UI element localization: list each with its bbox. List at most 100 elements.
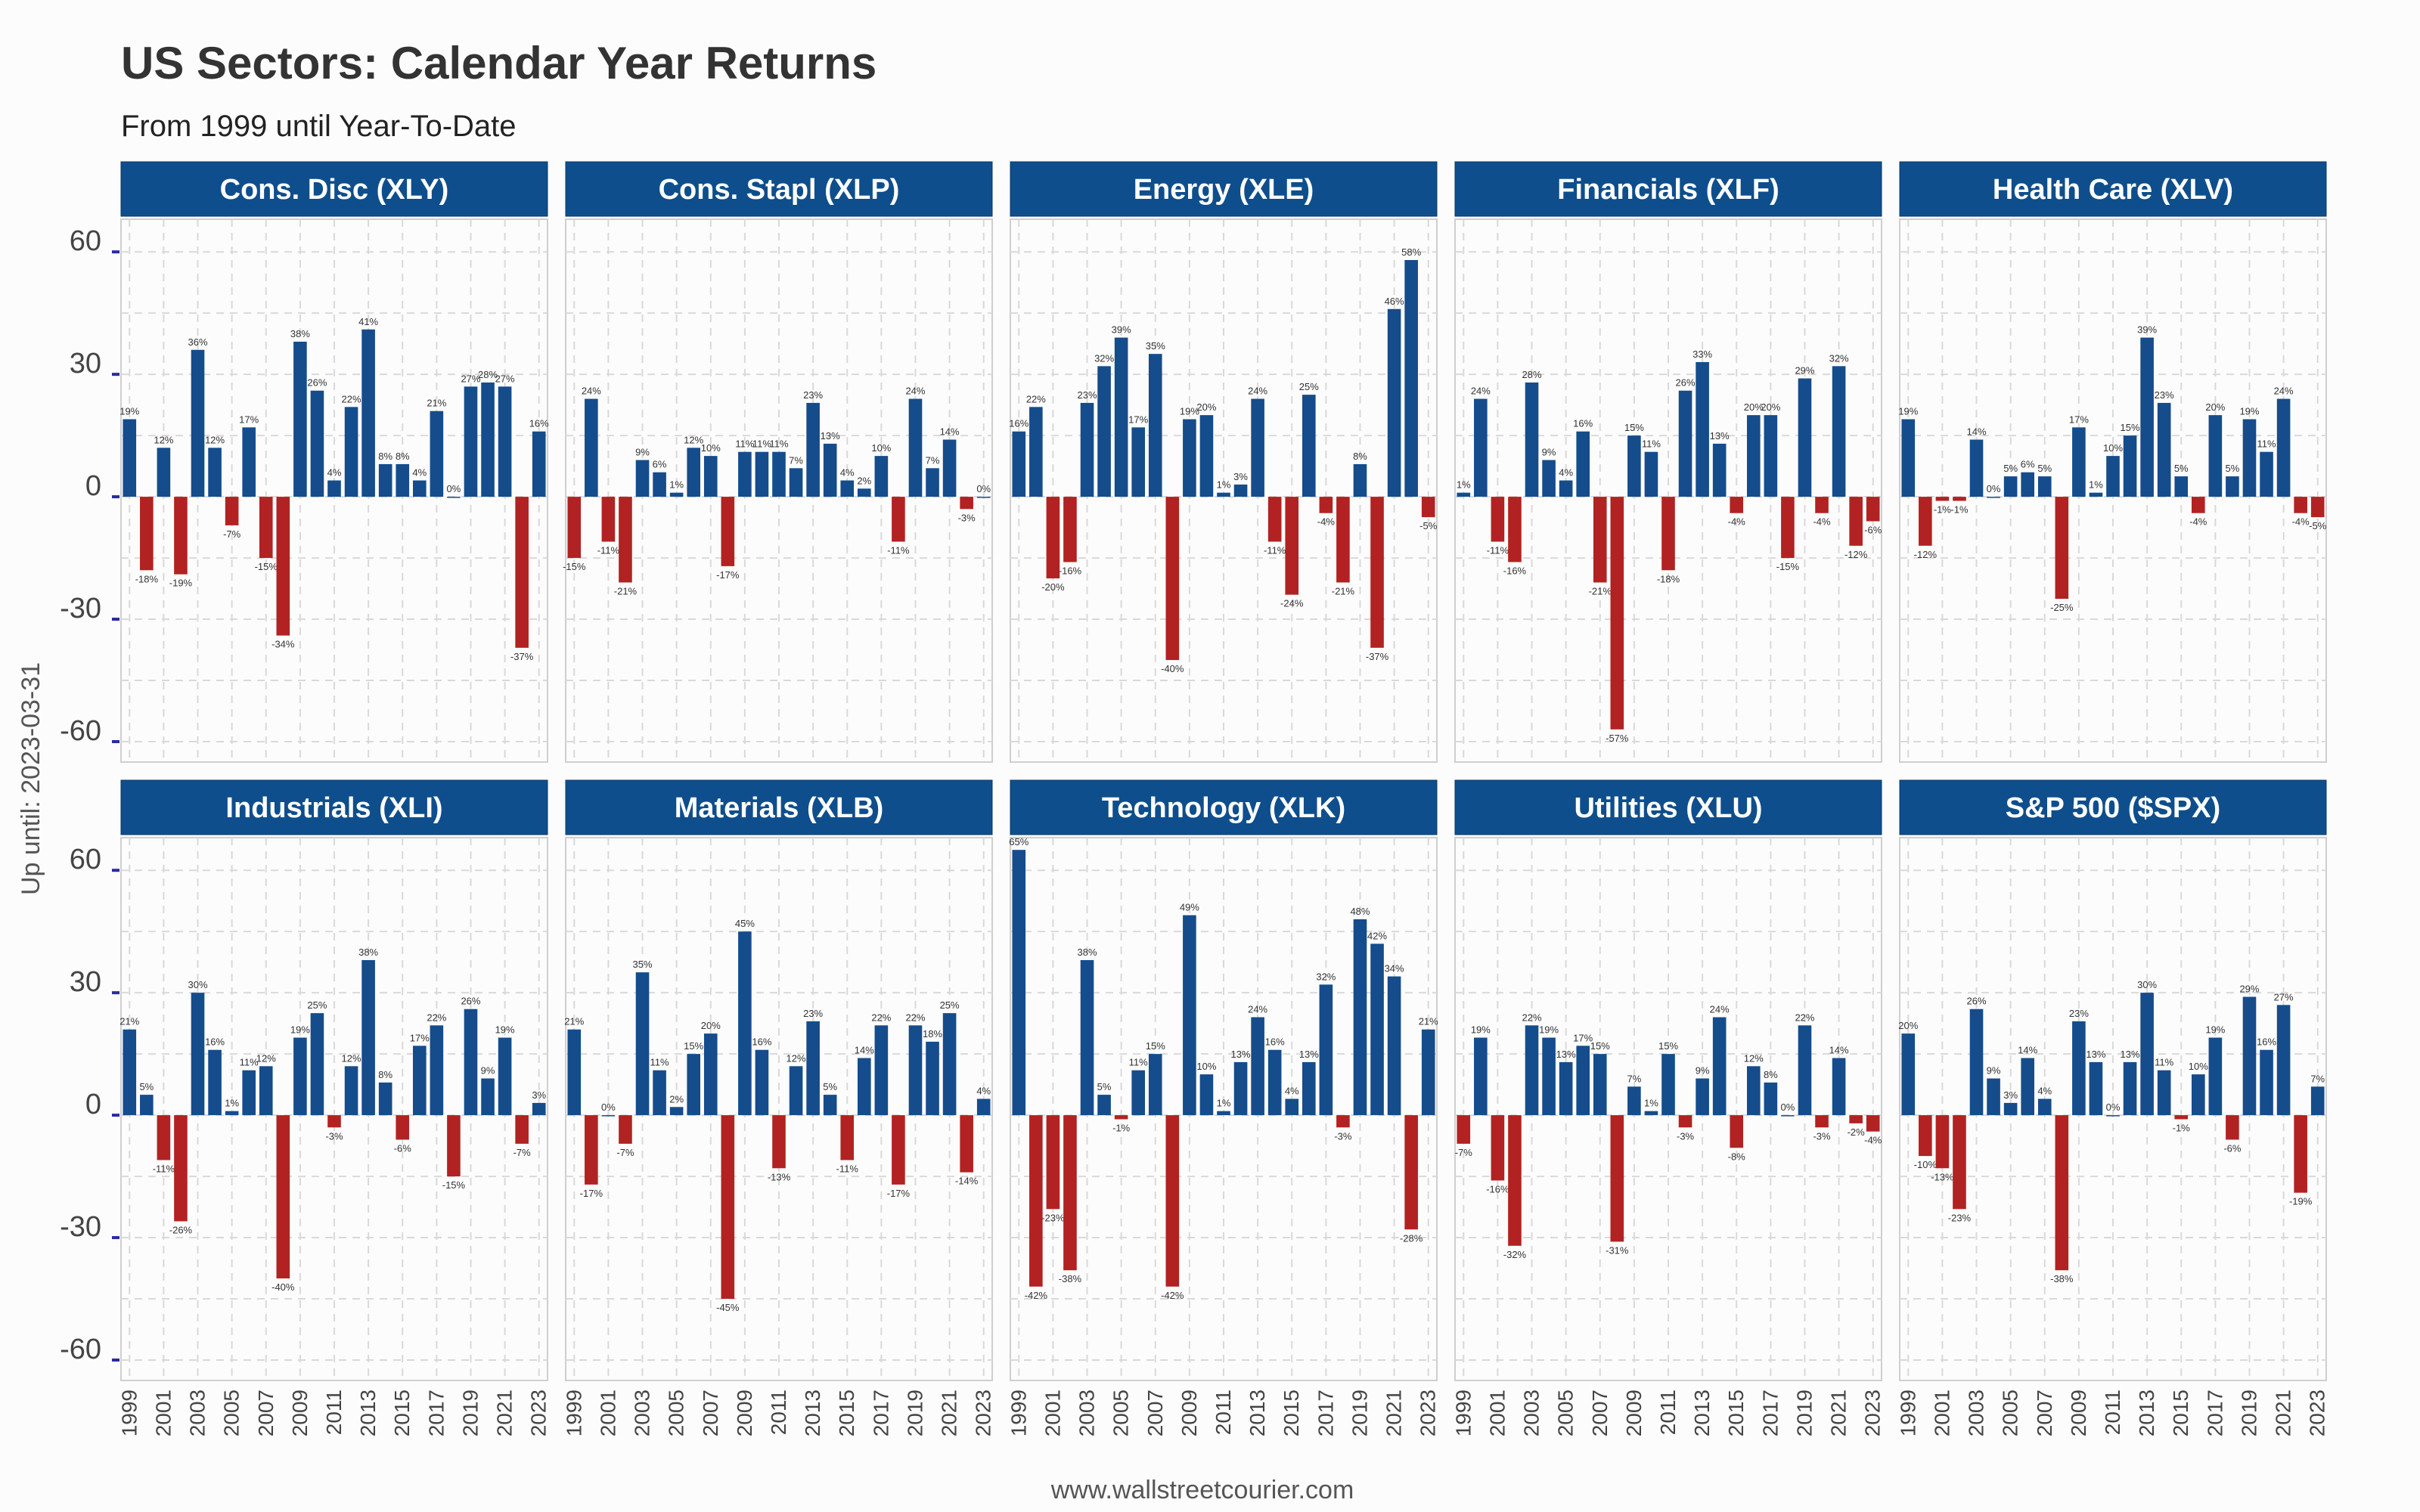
bar: [1285, 497, 1299, 595]
bar: [635, 460, 650, 497]
bar: [1542, 460, 1556, 497]
x-tick-label: 2023: [1861, 1390, 1885, 1436]
x-tick-label: 2021: [1827, 1390, 1851, 1436]
bar: [430, 411, 444, 497]
x-tick-label: 2009: [288, 1390, 312, 1436]
bar: [772, 451, 786, 497]
x-tick-label: 2015: [1724, 1390, 1748, 1436]
data-label: -21%: [1332, 585, 1355, 596]
data-label: 33%: [1692, 349, 1712, 360]
data-label: 19%: [2205, 1024, 2225, 1036]
data-label: 5%: [139, 1081, 154, 1092]
data-label: -4%: [1317, 516, 1336, 528]
data-label: 19%: [1471, 1024, 1491, 1036]
data-label: -3%: [958, 512, 976, 523]
data-label: 22%: [1795, 1012, 1814, 1023]
data-label: 20%: [1761, 401, 1780, 413]
data-label: -18%: [135, 573, 159, 584]
data-label: -10%: [1914, 1159, 1938, 1170]
bar: [1987, 1078, 2000, 1116]
data-label: 11%: [650, 1057, 669, 1068]
data-label: 1%: [1457, 479, 1471, 491]
data-label: 48%: [1350, 906, 1370, 917]
data-label: 11%: [769, 438, 788, 450]
data-label: 4%: [1559, 467, 1573, 479]
y-tick-label: -30: [60, 593, 101, 624]
bar: [1370, 497, 1384, 648]
bar: [755, 451, 769, 497]
bar: [1559, 1061, 1573, 1116]
data-label: 21%: [1419, 1016, 1438, 1027]
bar: [2003, 476, 2018, 497]
bar: [498, 386, 512, 497]
bar: [2037, 1098, 2052, 1116]
bar: [1336, 497, 1350, 583]
bar: [755, 1049, 769, 1116]
data-label: 23%: [2069, 1008, 2089, 1019]
bar: [2021, 472, 2034, 497]
data-label: 5%: [823, 1081, 837, 1092]
bar: [1919, 1115, 1932, 1157]
bar: [2106, 456, 2120, 497]
data-label: -15%: [563, 561, 586, 572]
bar: [823, 443, 837, 497]
x-tick-label: 2011: [1212, 1390, 1235, 1435]
y-tick-label: -60: [60, 1334, 101, 1365]
bar: [1849, 497, 1863, 546]
bar: [2037, 476, 2052, 497]
bar: [1696, 1078, 1709, 1116]
bar: [1457, 1115, 1471, 1144]
x-tick-label: 2009: [1177, 1390, 1201, 1436]
data-label: 38%: [358, 947, 378, 958]
bar: [1251, 1017, 1264, 1116]
x-tick-label: 2003: [1520, 1390, 1544, 1436]
data-label: 15%: [2121, 422, 2140, 433]
data-label: 5%: [1097, 1081, 1112, 1092]
data-label: -24%: [1280, 598, 1304, 609]
data-label: 3%: [2003, 1089, 2018, 1101]
bar: [191, 993, 205, 1116]
bar: [1131, 427, 1145, 497]
bar: [464, 1009, 478, 1116]
data-label: 10%: [701, 442, 721, 454]
bar: [1764, 415, 1778, 497]
x-tick-label: 2003: [186, 1390, 209, 1436]
bar: [515, 497, 529, 648]
bar: [242, 1070, 256, 1116]
bar: [892, 1115, 905, 1185]
x-tick-label: 2013: [1246, 1390, 1269, 1436]
bar: [721, 497, 735, 566]
x-tick-label: 2007: [1588, 1390, 1612, 1436]
bar: [585, 1115, 598, 1185]
data-label: -11%: [887, 544, 910, 556]
data-label: 11%: [1642, 438, 1661, 450]
bar: [1148, 354, 1162, 497]
x-tick-label: 2013: [1690, 1390, 1714, 1436]
bar: [1457, 492, 1471, 497]
bar: [1747, 1066, 1761, 1116]
facet-title: Utilities (XLU): [1574, 792, 1762, 824]
data-label: -38%: [1059, 1273, 1082, 1284]
bar: [1901, 1033, 1916, 1116]
data-label: -3%: [325, 1130, 343, 1142]
x-tick-label: 2011: [767, 1390, 790, 1435]
bar: [293, 1037, 307, 1116]
bar: [1302, 395, 1316, 497]
data-label: -23%: [1041, 1212, 1065, 1223]
data-label: -11%: [597, 544, 620, 556]
data-label: -3%: [1677, 1130, 1695, 1142]
bar: [1576, 431, 1590, 497]
data-label: 21%: [119, 1016, 139, 1027]
data-label: 35%: [633, 959, 653, 970]
x-tick-label: 2017: [1758, 1390, 1782, 1436]
facet-panel: Utilities (XLU)-7%19%-16%-32%22%19%13%17…: [1451, 779, 1885, 1436]
facet-title: Cons. Stapl (XLP): [659, 174, 900, 206]
facet-title: Technology (XLK): [1102, 792, 1345, 824]
data-label: 25%: [1299, 381, 1319, 392]
bar: [619, 497, 632, 583]
bar: [703, 456, 718, 497]
bar: [1901, 419, 1916, 497]
data-label: 10%: [2189, 1061, 2208, 1072]
bar: [908, 398, 923, 497]
x-tick-label: 2011: [1656, 1390, 1680, 1435]
